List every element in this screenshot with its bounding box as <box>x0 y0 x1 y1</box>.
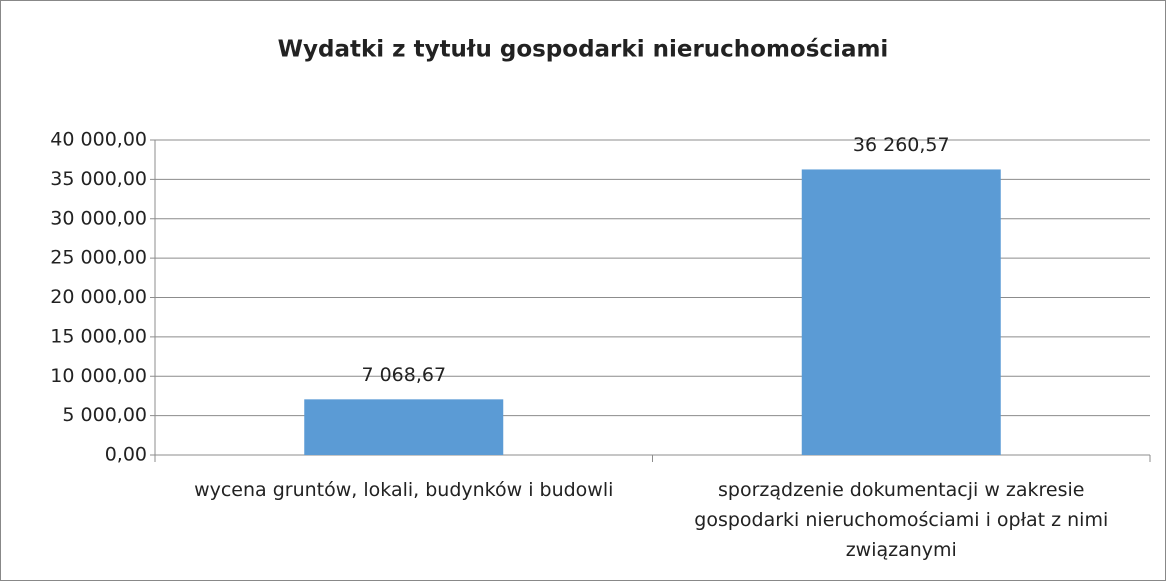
data-label: 36 260,57 <box>853 134 950 156</box>
chart-title: Wydatki z tytułu gospodarki nieruchomośc… <box>278 37 889 63</box>
y-tick-label: 40 000,00 <box>50 129 147 151</box>
x-tick-label: wycena gruntów, lokali, budynków i budow… <box>194 479 614 501</box>
x-tick-label: sporządzenie dokumentacji w zakresie gos… <box>694 479 1109 561</box>
y-tick-label: 25 000,00 <box>50 247 147 269</box>
bar <box>304 399 504 455</box>
y-tick-label: 0,00 <box>105 444 147 466</box>
y-tick-label: 15 000,00 <box>50 325 147 347</box>
bar <box>801 169 1001 456</box>
y-tick-label: 35 000,00 <box>50 168 147 190</box>
y-tick-label: 10 000,00 <box>50 365 147 387</box>
y-tick-label: 20 000,00 <box>50 286 147 308</box>
y-tick-label: 30 000,00 <box>50 207 147 229</box>
data-label: 7 068,67 <box>361 364 446 386</box>
y-tick-label: 5 000,00 <box>62 404 147 426</box>
